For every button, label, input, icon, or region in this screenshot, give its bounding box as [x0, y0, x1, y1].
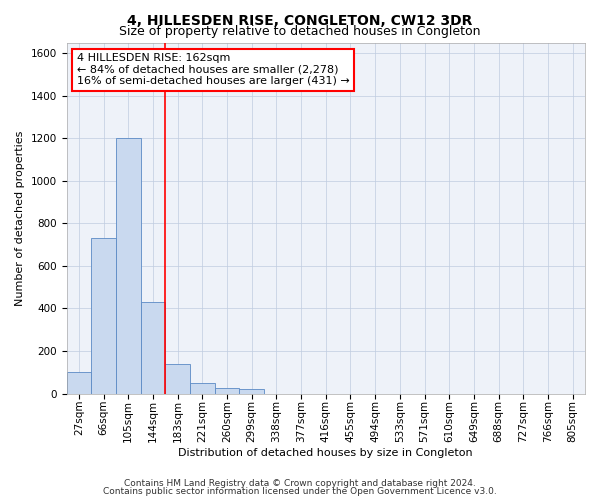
Text: Contains public sector information licensed under the Open Government Licence v3: Contains public sector information licen…: [103, 486, 497, 496]
Y-axis label: Number of detached properties: Number of detached properties: [15, 130, 25, 306]
Bar: [165, 364, 190, 394]
Bar: [215, 388, 239, 394]
Bar: [190, 383, 215, 394]
Text: Contains HM Land Registry data © Crown copyright and database right 2024.: Contains HM Land Registry data © Crown c…: [124, 479, 476, 488]
Text: 4 HILLESDEN RISE: 162sqm
← 84% of detached houses are smaller (2,278)
16% of sem: 4 HILLESDEN RISE: 162sqm ← 84% of detach…: [77, 53, 350, 86]
Bar: [239, 390, 264, 394]
Text: Size of property relative to detached houses in Congleton: Size of property relative to detached ho…: [119, 25, 481, 38]
Bar: [91, 238, 116, 394]
X-axis label: Distribution of detached houses by size in Congleton: Distribution of detached houses by size …: [178, 448, 473, 458]
Bar: [67, 372, 91, 394]
Text: 4, HILLESDEN RISE, CONGLETON, CW12 3DR: 4, HILLESDEN RISE, CONGLETON, CW12 3DR: [127, 14, 473, 28]
Bar: [116, 138, 140, 394]
Bar: [140, 302, 165, 394]
